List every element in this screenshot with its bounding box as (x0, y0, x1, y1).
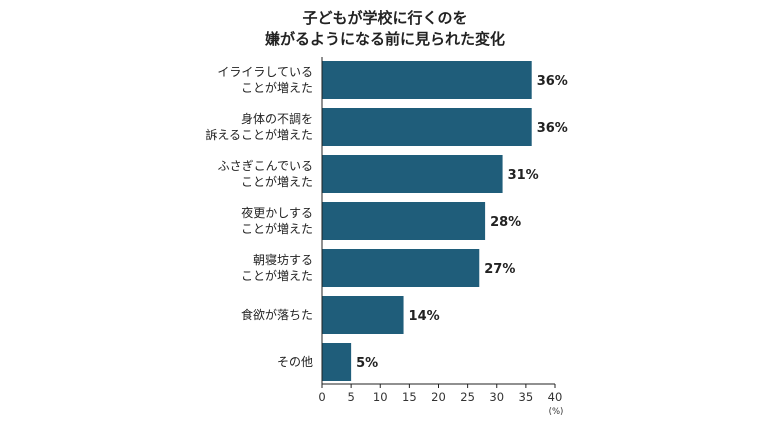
x-axis: 0 5 10 15 20 25 30 35 40 (%) (318, 57, 563, 417)
bar (322, 155, 503, 193)
bar (322, 108, 532, 146)
x-tick-label: 5 (347, 390, 354, 404)
value-label: 27% (484, 262, 515, 277)
x-tick-label: 40 (548, 390, 563, 404)
value-label: 14% (409, 309, 440, 324)
value-label: 36% (537, 121, 568, 136)
value-label: 28% (490, 215, 521, 230)
bar (322, 249, 480, 287)
value-label: 31% (508, 168, 539, 183)
bar (322, 296, 404, 334)
category-labels: イライラしていることが増えた身体の不調を訴えることが増えたふさぎこんでいることが… (205, 65, 313, 369)
value-label: 36% (537, 74, 568, 89)
x-tick-label: 15 (402, 390, 417, 404)
category-label: ことが増えた (241, 80, 313, 95)
category-label: ことが増えた (241, 174, 313, 189)
bar (322, 202, 486, 240)
x-tick-label: 10 (373, 390, 388, 404)
chart-title-line: 子どもが学校に行くのを (302, 9, 467, 27)
category-label: ことが増えた (241, 221, 313, 236)
bar (322, 61, 532, 99)
category-label: イライラしている (217, 65, 313, 79)
category-label: 朝寝坊する (253, 252, 313, 267)
x-tick-label: 30 (489, 390, 504, 404)
bar (322, 343, 352, 381)
chart-title-line: 嫌がるようになる前に見られた変化 (264, 30, 505, 48)
category-label: 夜更かしする (241, 205, 313, 220)
x-tick-label: 25 (460, 390, 475, 404)
x-tick-label: 20 (431, 390, 446, 404)
bars (322, 61, 532, 381)
x-tick-label: 0 (318, 390, 325, 404)
category-label: 訴えることが増えた (205, 127, 313, 142)
category-label: その他 (277, 355, 313, 369)
category-label: ふさぎこんでいる (218, 159, 313, 173)
category-label: 食欲が落ちた (241, 307, 313, 322)
category-label: 身体の不調を (241, 111, 313, 126)
value-labels: 36% 36% 31% 28% 27% 14% 5% (356, 74, 568, 371)
x-axis-unit: (%) (549, 407, 564, 417)
value-label: 5% (356, 356, 378, 371)
x-tick-label: 35 (519, 390, 534, 404)
category-label: ことが増えた (241, 268, 313, 283)
